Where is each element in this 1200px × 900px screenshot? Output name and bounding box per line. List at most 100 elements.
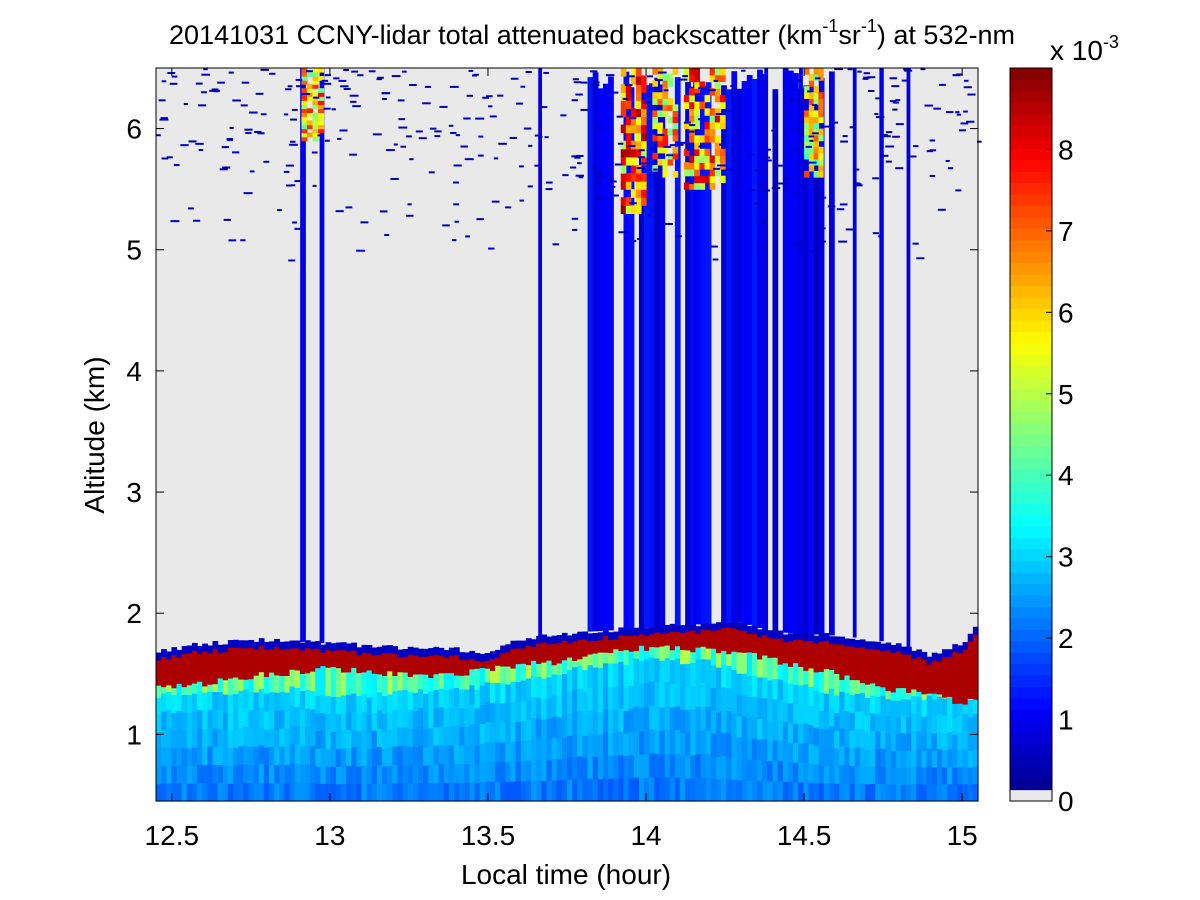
- colorbar-strip: [1010, 297, 1052, 310]
- colorbar-exponent: x 10-3: [1050, 32, 1119, 66]
- y-tick-label: 2: [126, 598, 142, 629]
- y-tick-label: 3: [126, 477, 142, 508]
- colorbar-tick-label: 4: [1058, 460, 1074, 491]
- plot-area: 12.5 1 3 13.5 14 14.5 15 1 2 3 4 5 6: [126, 67, 982, 851]
- title-prefix: 20141031 CCNY-lidar total attenuated bac…: [169, 20, 822, 50]
- colorbar-tick-label: 3: [1058, 542, 1074, 573]
- y-tick-label: 1: [126, 719, 142, 750]
- colorbar-tick-label: 1: [1058, 705, 1074, 736]
- title-sup-2: -1: [861, 16, 877, 36]
- colorbar-strip: [1010, 789, 1052, 802]
- colorbar-strip: [1010, 766, 1052, 779]
- colorbar-exponent-power: -3: [1103, 32, 1119, 52]
- colorbar-strip: [1010, 720, 1052, 733]
- colorbar-tick-label: 8: [1058, 134, 1074, 165]
- colorbar-strip: [1010, 400, 1052, 413]
- colorbar-strip: [1010, 571, 1052, 584]
- colorbar-strip: [1010, 274, 1052, 287]
- colorbar-strip: [1010, 331, 1052, 344]
- colorbar-strip: [1010, 549, 1052, 562]
- y-tick-label: 5: [126, 235, 142, 266]
- colorbar-strip: [1010, 285, 1052, 298]
- colorbar-strip: [1010, 423, 1052, 436]
- colorbar-frame: [1009, 67, 1053, 802]
- colorbar-strip: [1010, 503, 1052, 516]
- colorbar-strip: [1010, 526, 1052, 539]
- colorbar-strip: [1010, 125, 1052, 138]
- colorbar-strip: [1010, 411, 1052, 424]
- x-tick-label: 15: [947, 820, 978, 851]
- colorbar-strip: [1010, 136, 1052, 149]
- colorbar-strip: [1010, 377, 1052, 390]
- colorbar-strip: [1010, 182, 1052, 195]
- colorbar-strip: [1010, 709, 1052, 722]
- colorbar-strip: [1010, 113, 1052, 126]
- colorbar-strip: [1010, 251, 1052, 264]
- colorbar-strip: [1010, 68, 1052, 81]
- y-axis-label: Altitude (km): [79, 356, 110, 513]
- x-axis-label: Local time (hour): [461, 859, 671, 890]
- colorbar-strip: [1010, 640, 1052, 653]
- colorbar-strip: [1010, 319, 1052, 333]
- colorbar-strip: [1010, 445, 1052, 459]
- colorbar-tick-label: 6: [1058, 297, 1074, 328]
- colorbar-strip: [1010, 778, 1052, 791]
- colorbar-strip: [1010, 388, 1052, 401]
- colorbar-tick-label: 0: [1058, 786, 1074, 817]
- colorbar-strip: [1010, 629, 1052, 642]
- colorbar-strip: [1010, 537, 1052, 550]
- colorbar-strip: [1010, 193, 1052, 207]
- colorbar-strip: [1010, 583, 1052, 596]
- colorbar-strip: [1010, 90, 1052, 103]
- x-tick-label: 13.5: [461, 820, 516, 851]
- colorbar-strip: [1010, 755, 1052, 768]
- title-suffix: ) at 532-nm: [877, 20, 1015, 50]
- colorbar-strip: [1010, 743, 1052, 756]
- colorbar-strip: [1010, 239, 1052, 252]
- colorbar-strip: [1010, 617, 1052, 630]
- chart-title: 20141031 CCNY-lidar total attenuated bac…: [169, 16, 1015, 50]
- colorbar-strip: [1010, 663, 1052, 676]
- colorbar: 0 1 2 3 4 5 6 7 8 x 10-3: [1009, 32, 1119, 817]
- colorbar-strip: [1010, 468, 1052, 481]
- colorbar-strip: [1010, 457, 1052, 470]
- title-mid: sr: [838, 20, 861, 50]
- colorbar-strip: [1010, 102, 1052, 115]
- colorbar-strip: [1010, 594, 1052, 607]
- colorbar-tick-label: 7: [1058, 216, 1074, 247]
- colorbar-strip: [1010, 159, 1052, 172]
- colorbar-strip: [1010, 732, 1052, 745]
- colorbar-strip: [1010, 148, 1052, 161]
- colorbar-strip: [1010, 514, 1052, 527]
- colorbar-strip: [1010, 606, 1052, 619]
- colorbar-strip: [1010, 686, 1052, 699]
- colorbar-strip: [1010, 354, 1052, 367]
- colorbar-strip: [1010, 171, 1052, 184]
- x-tick-label: 14: [630, 820, 661, 851]
- colorbar-tick-label: 2: [1058, 623, 1074, 654]
- colorbar-strip: [1010, 205, 1052, 218]
- y-tick-label: 6: [126, 114, 142, 145]
- colorbar-strip: [1010, 434, 1052, 447]
- colorbar-strip: [1010, 697, 1052, 710]
- colorbar-strip: [1010, 491, 1052, 504]
- colorbar-strip: [1010, 228, 1052, 241]
- colorbar-strip: [1010, 480, 1052, 493]
- x-tick-label: 12.5: [145, 820, 200, 851]
- heatmap-layer: [156, 68, 982, 802]
- colorbar-tick-label: 5: [1058, 379, 1074, 410]
- colorbar-strip: [1010, 652, 1052, 665]
- colorbar-strip: [1010, 342, 1052, 355]
- colorbar-exponent-base: x 10: [1050, 35, 1103, 66]
- colorbar-strip: [1010, 365, 1052, 378]
- colorbar-strip: [1010, 560, 1052, 573]
- title-sup-1: -1: [822, 16, 838, 36]
- colorbar-ticks: 0 1 2 3 4 5 6 7 8: [1046, 134, 1074, 817]
- y-axis-ticks: 1 2 3 4 5 6: [126, 114, 978, 750]
- colorbar-strip: [1010, 675, 1052, 688]
- y-tick-label: 4: [126, 356, 142, 387]
- colorbar-gradient: [1010, 68, 1052, 802]
- colorbar-strip: [1010, 308, 1052, 321]
- x-tick-label: 14.5: [777, 820, 832, 851]
